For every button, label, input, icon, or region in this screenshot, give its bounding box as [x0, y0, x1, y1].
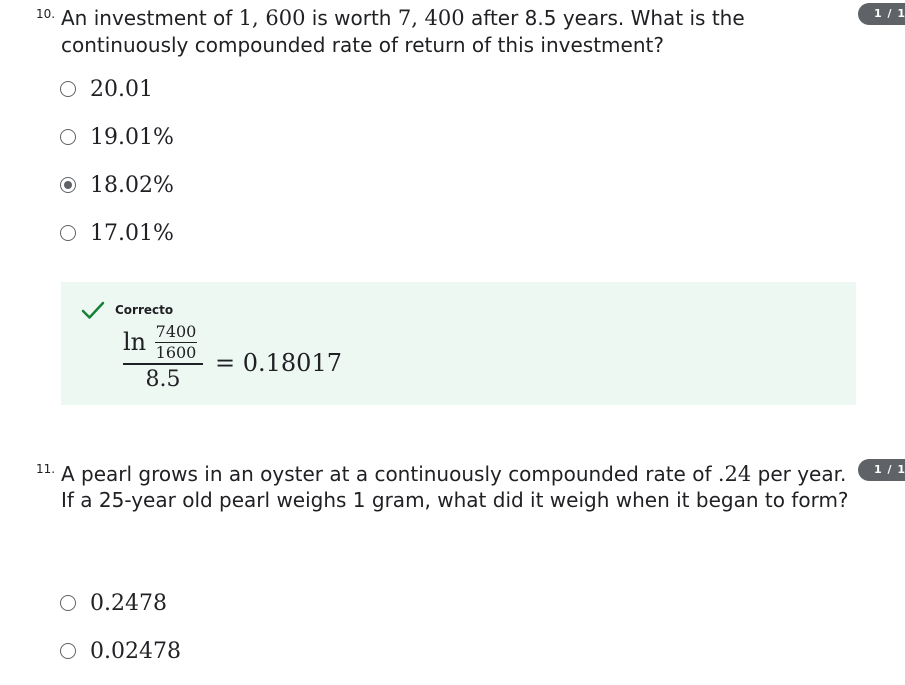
option-label: 19.01%	[90, 124, 174, 150]
question-text: An investment of 1, 600 is worth 7, 400 …	[61, 6, 745, 57]
question-text: A pearl grows in an oyster at a continuo…	[61, 462, 849, 512]
check-icon	[81, 301, 105, 319]
fraction-bar	[155, 342, 197, 343]
formula-numerator: 7400	[155, 322, 197, 341]
formula-inner-fraction: 7400 1600	[153, 322, 199, 363]
answer-option[interactable]: 17.01%	[60, 218, 174, 248]
amount-initial: 1, 600	[238, 6, 306, 30]
option-label: 18.02%	[90, 172, 174, 198]
radio-icon[interactable]	[60, 225, 76, 241]
radio-icon[interactable]	[60, 595, 76, 611]
question-number: 11.	[36, 462, 56, 476]
answer-option[interactable]: 0.2478	[60, 588, 167, 618]
fraction-bar-main	[123, 363, 203, 365]
radio-checked-icon[interactable]	[60, 177, 76, 193]
answer-option-selected[interactable]: 18.02%	[60, 170, 174, 200]
option-label: 0.2478	[90, 590, 167, 616]
option-label: 17.01%	[90, 220, 174, 246]
feedback-status: Correcto	[115, 303, 174, 317]
rate-value: .24	[717, 462, 752, 486]
formula-result: = 0.18017	[215, 349, 342, 377]
score-badge: 1 / 1	[858, 459, 905, 481]
feedback-panel: Correcto ln 7400 1600 8.5 = 0.18017	[61, 282, 856, 405]
radio-icon[interactable]	[60, 81, 76, 97]
score-badge: 1 / 1	[858, 3, 905, 25]
answer-option[interactable]: 0.02478	[60, 636, 181, 666]
amount-final: 7, 400	[397, 6, 465, 30]
question-number: 10.	[36, 7, 56, 21]
option-label: 0.02478	[90, 638, 181, 664]
answer-option[interactable]: 19.01%	[60, 122, 174, 152]
radio-icon[interactable]	[60, 643, 76, 659]
formula-denominator: 1600	[155, 343, 197, 362]
answer-option[interactable]: 20.01	[60, 74, 153, 104]
option-label: 20.01	[90, 76, 153, 102]
formula-divisor: 8.5	[145, 367, 181, 392]
radio-icon[interactable]	[60, 129, 76, 145]
formula-ln: ln	[123, 328, 147, 356]
